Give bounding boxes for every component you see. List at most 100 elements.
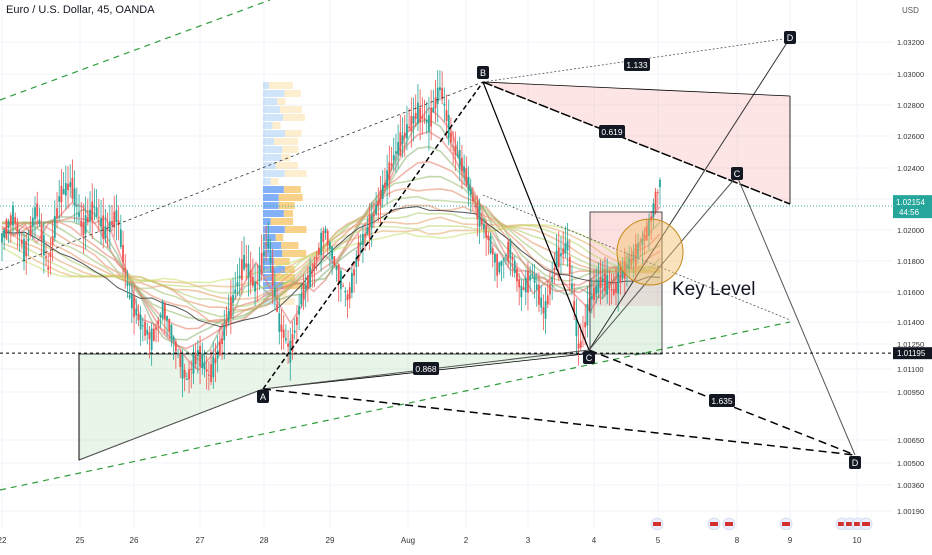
current-price-tag (893, 195, 932, 219)
candle-body (49, 252, 52, 258)
candle-body (483, 223, 485, 230)
retrace-dotted (482, 194, 791, 321)
time-tick: 28 (260, 536, 269, 545)
candle-body (254, 282, 256, 292)
volume-bar (270, 178, 279, 185)
candle-body (196, 350, 199, 357)
candle-body (328, 242, 331, 250)
candle-body (75, 205, 78, 207)
candle-body (280, 324, 283, 332)
candle-body (571, 283, 573, 289)
candle-body (445, 110, 448, 121)
candle-body (599, 277, 602, 289)
candle-body (637, 243, 639, 259)
volume-bar (275, 162, 298, 169)
candle-body (414, 112, 417, 120)
candle-body (553, 268, 556, 271)
candle-body (69, 182, 72, 187)
time-tick: 5 (656, 536, 661, 545)
ratio-0868-bg (413, 362, 439, 375)
candle-body (370, 214, 373, 229)
candle-body (423, 118, 426, 121)
candle-body (205, 369, 208, 372)
candle-body (595, 286, 598, 295)
volume-bar (283, 186, 301, 193)
candle-body (295, 316, 298, 325)
candle-body (386, 170, 389, 187)
candle-body (130, 295, 133, 309)
c-d-leg (736, 175, 856, 456)
candles (1, 70, 661, 398)
trend-dotted (0, 81, 484, 271)
volume-bar (263, 194, 279, 201)
volume-bar (263, 218, 271, 225)
candle-body (9, 215, 12, 225)
candle-body (135, 308, 138, 316)
xa-leg (262, 81, 484, 390)
candle-body (223, 325, 226, 341)
candle-body (111, 221, 113, 226)
volume-bar (263, 178, 271, 185)
candle-body (412, 116, 415, 124)
candle-body (42, 235, 45, 256)
candle-body (229, 296, 232, 319)
candle-body (439, 87, 441, 91)
candle-body (419, 107, 422, 123)
candle-body (152, 328, 155, 341)
candle-body (641, 238, 644, 246)
candle-body (174, 341, 177, 352)
volume-bar (277, 298, 295, 305)
candle-body (522, 287, 525, 290)
candle-body (546, 295, 549, 305)
candle-body (269, 256, 272, 264)
candle-body (102, 215, 105, 239)
current-price-countdown: 44:56 (899, 208, 920, 217)
candle-body (474, 206, 477, 208)
drawing-lines (0, 0, 892, 491)
ratio-0868: 0.868 (415, 364, 437, 374)
volume-bar (272, 274, 295, 281)
candle-body (260, 252, 263, 275)
time-axis[interactable]: 22 25 26 27 28 29 Aug 2 3 4 5 8 9 10 (0, 530, 932, 550)
symbol-title[interactable]: Euro / U.S. Dollar, 45, OANDA (6, 4, 155, 16)
time-tick: 22 (0, 536, 7, 545)
green-box (590, 306, 662, 354)
candle-body (207, 374, 210, 376)
candle-body (172, 337, 175, 342)
key-price-value: 1.01195 (897, 349, 926, 358)
currency-label: USD (902, 6, 919, 15)
red-zone-top (482, 81, 791, 97)
candle-body (128, 295, 131, 298)
candle-body (201, 354, 204, 368)
candle-body (185, 378, 188, 380)
candle-body (56, 208, 58, 218)
candle-body (192, 354, 195, 374)
price-tick: 1.00190 (897, 507, 924, 516)
candle-body (401, 135, 404, 144)
candle-body (643, 234, 646, 241)
price-axis[interactable]: 1.032001.030001.028001.026001.024001.022… (892, 0, 932, 550)
candle-body (417, 102, 419, 124)
price-tick: 1.03200 (897, 38, 924, 47)
candle-body (47, 266, 50, 271)
candle-body (560, 253, 562, 256)
candle-body (588, 298, 591, 312)
candle-body (485, 225, 488, 238)
candle-body (502, 258, 505, 261)
candle-body (278, 313, 281, 332)
time-tick: 26 (130, 536, 139, 545)
candle-body (436, 87, 439, 104)
time-tick: 29 (326, 536, 335, 545)
candle-body (179, 353, 182, 367)
current-price-value: 1.02154 (896, 198, 925, 207)
candle-body (25, 241, 28, 257)
candle-body (632, 254, 635, 261)
candle-body (84, 215, 87, 234)
candle-body (430, 107, 433, 127)
candle-body (375, 205, 378, 215)
candle-body (357, 242, 360, 262)
candle-body (533, 275, 536, 283)
price-tick: 1.00950 (897, 388, 924, 397)
time-tick: Aug (401, 536, 415, 545)
